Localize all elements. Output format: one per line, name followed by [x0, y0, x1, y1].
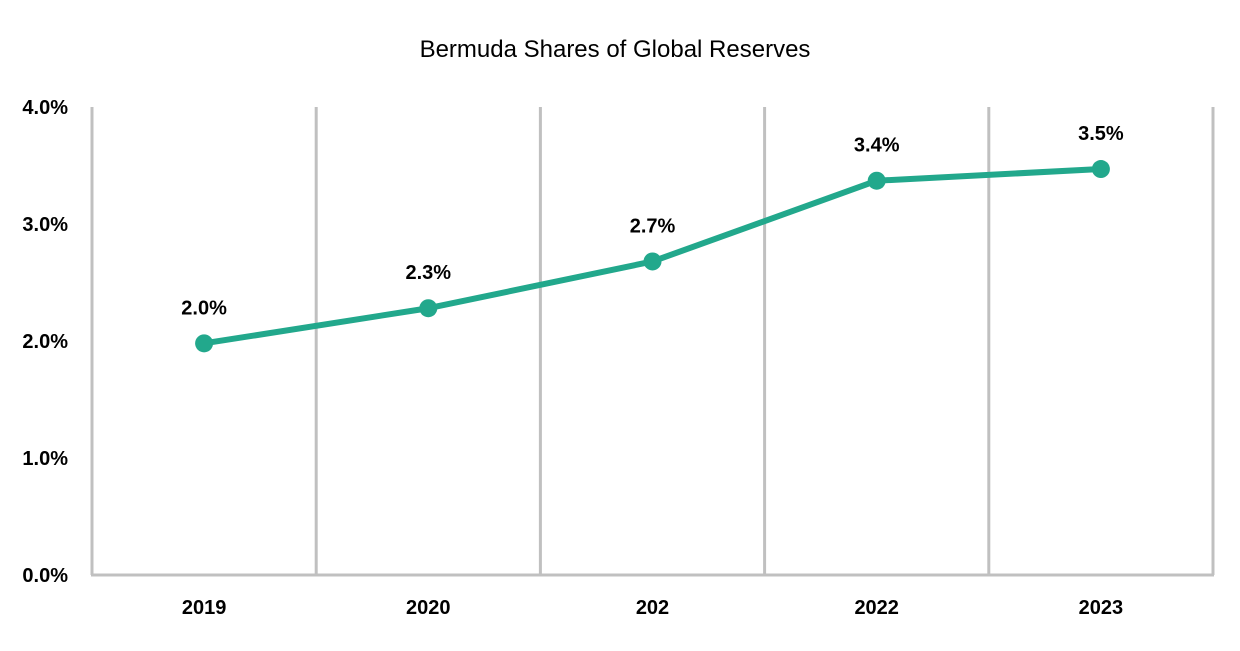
x-tick-label: 202	[636, 597, 669, 619]
data-label: 2.0%	[181, 297, 227, 319]
y-tick-label: 2.0%	[22, 331, 68, 353]
y-tick-label: 4.0%	[22, 97, 68, 119]
y-tick-label: 1.0%	[22, 448, 68, 470]
y-tick-label: 0.0%	[22, 565, 68, 587]
gridlines	[90, 107, 1215, 575]
data-label: 2.3%	[406, 262, 452, 284]
data-label: 3.4%	[854, 135, 900, 157]
x-tick-label: 2022	[854, 597, 899, 619]
x-tick-label: 2019	[182, 597, 227, 619]
data-point	[867, 171, 886, 190]
x-axis: 2019 2020 202 2022 2023	[91, 573, 1214, 619]
x-tick-label: 2020	[406, 597, 451, 619]
chart-title: Bermuda Shares of Global Reserves	[420, 36, 811, 63]
y-axis: 0.0% 1.0% 2.0% 3.0% 4.0%	[22, 97, 68, 587]
data-point	[643, 252, 662, 271]
y-tick-label: 3.0%	[22, 214, 68, 236]
series: 2.0% 2.3% 2.7% 3.4% 3.5%	[181, 123, 1124, 353]
data-label: 2.7%	[630, 215, 676, 237]
data-point	[419, 299, 438, 318]
data-point	[195, 334, 214, 353]
data-label: 3.5%	[1078, 123, 1124, 145]
x-tick-label: 2023	[1079, 597, 1124, 619]
data-point	[1091, 160, 1110, 179]
